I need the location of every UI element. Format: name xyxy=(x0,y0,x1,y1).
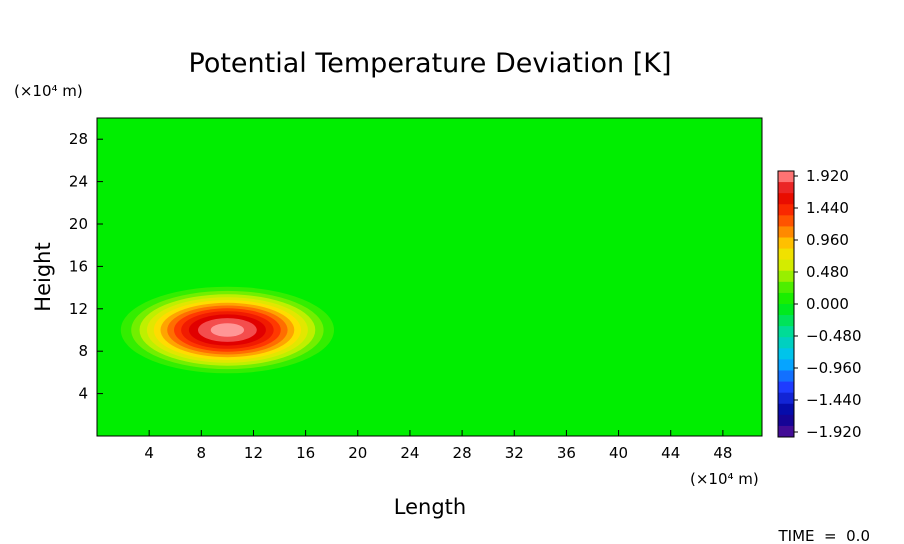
colorbar-swatch xyxy=(778,270,794,283)
y-axis-ticks: 4 8 12 16 20 24 28 xyxy=(69,130,103,403)
x-tick-label: 8 xyxy=(197,444,207,462)
y-tick-label: 16 xyxy=(69,257,88,275)
colorbar-swatch xyxy=(778,182,794,194)
colorbar-label: 1.920 xyxy=(806,167,849,185)
x-tick-label: 32 xyxy=(505,444,524,462)
x-tick-label: 48 xyxy=(713,444,732,462)
colorbar-swatch xyxy=(778,292,794,305)
x-tick-label: 4 xyxy=(144,444,154,462)
colorbar-label: 1.440 xyxy=(806,199,849,217)
colorbar-swatch xyxy=(778,403,794,416)
colorbar-label: −0.960 xyxy=(806,359,862,377)
time-annotation: TIME = 0.0 xyxy=(777,527,870,544)
colorbar-swatch xyxy=(778,204,794,216)
x-tick-label: 40 xyxy=(609,444,628,462)
colorbar-swatch xyxy=(778,226,794,238)
colorbar-swatch xyxy=(778,392,794,405)
y-tick-label: 20 xyxy=(69,215,88,233)
chart-title: Potential Temperature Deviation [K] xyxy=(189,48,672,79)
colorbar-swatch xyxy=(778,281,794,294)
colorbar-label: −1.920 xyxy=(806,423,862,441)
y-tick-label: 28 xyxy=(69,130,88,148)
x-axis-unit: (×10⁴ m) xyxy=(690,470,759,488)
colorbar-label: −0.480 xyxy=(806,327,862,345)
colorbar-swatch xyxy=(778,359,794,371)
colorbar-swatch xyxy=(778,193,794,205)
colorbar-swatch xyxy=(778,381,794,394)
colorbar-swatch xyxy=(778,171,794,183)
y-tick-label: 24 xyxy=(69,173,88,191)
colorbar-swatch xyxy=(778,259,794,272)
colorbar-swatch xyxy=(778,215,794,227)
x-tick-label: 16 xyxy=(296,444,315,462)
colorbar-swatch xyxy=(778,326,794,338)
colorbar-swatch xyxy=(778,248,794,261)
contour-level-1.92 xyxy=(210,323,245,337)
plot-frame xyxy=(96,117,763,437)
x-axis-ticks: 4 8 12 16 20 24 28 32 36 40 44 48 xyxy=(144,430,732,462)
y-tick-label: 8 xyxy=(78,342,88,360)
colorbar-label: 0.480 xyxy=(806,263,849,281)
colorbar-swatch xyxy=(778,304,794,316)
colorbar-swatch xyxy=(778,414,794,427)
colorbar-labels: 1.920 1.440 0.960 0.480 0.000 −0.480 −0.960 −1.… xyxy=(794,167,862,441)
x-tick-label: 12 xyxy=(244,444,263,462)
colorbar-swatch xyxy=(778,337,794,349)
plot-area xyxy=(97,118,762,436)
x-tick-label: 20 xyxy=(348,444,367,462)
x-axis-label: Length xyxy=(394,495,466,519)
contour-fill-group xyxy=(120,286,334,374)
x-tick-label: 24 xyxy=(400,444,419,462)
colorbar-label: −1.440 xyxy=(806,391,862,409)
colorbar-label: 0.000 xyxy=(806,295,849,313)
colorbar-swatch xyxy=(778,425,794,438)
colorbar-swatch xyxy=(778,370,794,382)
x-tick-label: 36 xyxy=(557,444,576,462)
x-tick-label: 28 xyxy=(453,444,472,462)
y-axis-label: Height xyxy=(31,242,55,311)
colorbar-swatch xyxy=(778,237,794,249)
colorbar-label: 0.960 xyxy=(806,231,849,249)
colorbar-swatch xyxy=(778,348,794,360)
y-tick-label: 12 xyxy=(69,300,88,318)
colorbar-swatch xyxy=(778,315,794,327)
y-axis-unit: (×10⁴ m) xyxy=(14,82,83,100)
colorbar xyxy=(777,170,795,438)
plot-background xyxy=(97,118,762,436)
x-tick-label: 44 xyxy=(661,444,680,462)
y-tick-label: 4 xyxy=(78,385,88,403)
